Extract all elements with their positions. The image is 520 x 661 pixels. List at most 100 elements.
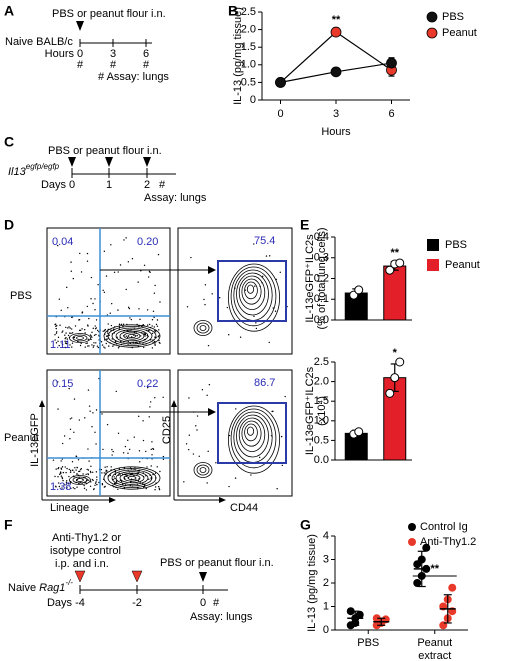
event-dot bbox=[142, 420, 144, 422]
event-dot bbox=[93, 334, 96, 337]
event-dot bbox=[153, 316, 155, 319]
event-dot bbox=[65, 326, 67, 329]
event-dot bbox=[112, 450, 114, 453]
assay-mark: # bbox=[159, 179, 166, 191]
event-dot bbox=[85, 473, 87, 475]
event-dot bbox=[138, 415, 140, 418]
gate bbox=[217, 260, 287, 322]
event-dot bbox=[55, 468, 57, 470]
event-dot bbox=[117, 347, 120, 349]
contour bbox=[72, 334, 88, 342]
event-dot bbox=[80, 271, 83, 273]
legend-marker bbox=[408, 538, 416, 546]
event-dot bbox=[95, 333, 97, 336]
contour bbox=[69, 333, 91, 343]
y-tick-label: 0 bbox=[323, 624, 329, 636]
plot-frame bbox=[177, 227, 293, 355]
event-dot bbox=[156, 466, 158, 468]
event-dot bbox=[71, 342, 74, 344]
treatment-label: PBS or peanut flour i.n. bbox=[52, 8, 166, 20]
event-dot bbox=[74, 325, 77, 327]
legend-marker bbox=[426, 11, 438, 23]
event-dot bbox=[72, 487, 75, 489]
contour bbox=[238, 275, 266, 310]
event-dot bbox=[80, 467, 83, 470]
event-dot bbox=[119, 264, 122, 266]
event-dot bbox=[151, 325, 153, 327]
y-tick-label: 0.3 bbox=[314, 252, 329, 264]
event-dot bbox=[150, 448, 152, 451]
antibody-arrow bbox=[74, 570, 86, 583]
assay-mark: # bbox=[213, 597, 220, 609]
event-dot bbox=[88, 345, 90, 347]
treatment-arrow bbox=[143, 157, 151, 167]
event-dot bbox=[280, 435, 283, 438]
event-dot bbox=[92, 412, 94, 414]
event-dot bbox=[86, 252, 89, 255]
y-tick-label: 1.0 bbox=[314, 415, 329, 427]
event-dot bbox=[106, 335, 108, 337]
event-dot bbox=[150, 465, 152, 467]
event-dot bbox=[120, 323, 123, 326]
event-dot bbox=[159, 301, 161, 303]
contour bbox=[111, 469, 153, 487]
y-axis-label: (% of total lung cells) bbox=[316, 227, 328, 329]
event-dot bbox=[207, 450, 209, 453]
event-dot bbox=[253, 243, 255, 245]
event-dot bbox=[80, 342, 82, 344]
event-dot bbox=[109, 312, 111, 314]
event-dot bbox=[147, 386, 149, 389]
event-dot bbox=[92, 346, 94, 348]
event-dot bbox=[281, 464, 283, 467]
event-dot bbox=[68, 475, 70, 478]
axis-arrowhead bbox=[39, 400, 45, 407]
timeline-unit: Days bbox=[41, 179, 67, 191]
event-dot bbox=[272, 410, 274, 413]
event-dot bbox=[198, 455, 200, 457]
event-dot bbox=[89, 410, 91, 412]
event-dot bbox=[89, 485, 92, 487]
event-dot bbox=[187, 448, 190, 451]
event-dot bbox=[67, 327, 69, 329]
contour bbox=[246, 284, 255, 294]
contour bbox=[230, 408, 277, 469]
event-dot bbox=[58, 485, 61, 488]
event-dot bbox=[88, 460, 90, 462]
significance: * bbox=[393, 347, 398, 359]
event-dot bbox=[69, 471, 72, 473]
contour bbox=[119, 472, 145, 484]
event-dot bbox=[122, 323, 125, 326]
event-dot bbox=[96, 483, 98, 486]
event-dot bbox=[101, 482, 104, 485]
legend-label: Peanut bbox=[445, 259, 480, 271]
data-point bbox=[395, 258, 405, 268]
event-dot bbox=[142, 483, 144, 485]
bar bbox=[383, 265, 407, 321]
assay-mark: # bbox=[77, 59, 84, 71]
event-dot bbox=[93, 342, 95, 344]
event-dot bbox=[151, 454, 153, 456]
treatment-arrow bbox=[105, 157, 113, 167]
data-point bbox=[385, 388, 395, 398]
event-dot bbox=[147, 276, 150, 278]
event-dot bbox=[188, 434, 191, 436]
event-dot bbox=[206, 482, 208, 484]
event-dot bbox=[158, 329, 160, 331]
y-tick-label: 2.0 bbox=[241, 24, 256, 36]
event-dot bbox=[71, 332, 74, 334]
event-dot bbox=[87, 338, 89, 341]
event-dot bbox=[185, 443, 188, 445]
event-dot bbox=[139, 461, 141, 463]
event-dot bbox=[108, 334, 111, 336]
event-dot bbox=[201, 389, 204, 391]
data-point bbox=[330, 66, 342, 78]
event-dot bbox=[110, 329, 112, 331]
event-dot bbox=[90, 338, 92, 341]
event-dot bbox=[131, 258, 134, 260]
event-dot bbox=[70, 261, 72, 263]
gate-percent: 75.4 bbox=[254, 235, 275, 247]
event-dot bbox=[125, 288, 127, 291]
event-dot bbox=[94, 482, 97, 484]
event-dot bbox=[83, 484, 85, 487]
treatment-arrow bbox=[68, 157, 76, 167]
